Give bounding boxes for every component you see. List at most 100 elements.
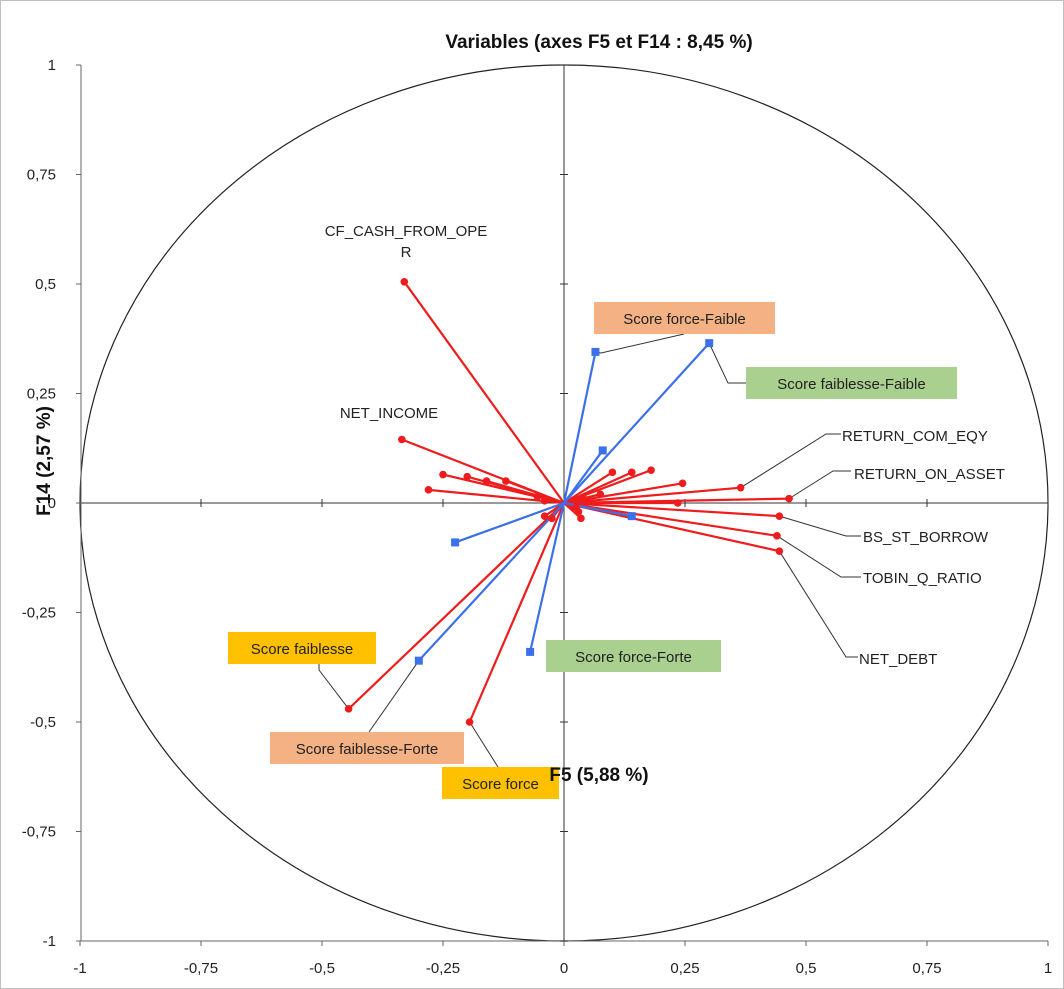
x-tick-label: -0,25 — [426, 960, 460, 977]
label-line: BS_ST_BORROW — [863, 529, 989, 546]
active-variable-point — [627, 468, 636, 477]
label-bs-st-borrow: BS_ST_BORROW — [863, 529, 989, 546]
tag-box-score-force-forte — [546, 640, 721, 672]
supplementary-variable-point — [414, 656, 423, 665]
supplementary-variable-point — [598, 446, 607, 455]
active-variable-point — [548, 514, 556, 523]
x-tick-label: 0,75 — [912, 960, 941, 977]
active-variable-vector — [505, 480, 565, 505]
active-variable-vector — [403, 281, 565, 504]
supplementary-variable-point — [591, 347, 600, 356]
y-tick-label: -0,25 — [22, 605, 56, 622]
active-variable-point — [673, 499, 682, 507]
active-variable-vector — [563, 471, 613, 504]
label-line: TOBIN_Q_RATIO — [863, 570, 982, 587]
supplementary-variable-vector — [563, 449, 604, 504]
label-return-on-asset: RETURN_ON_ASSET — [854, 466, 1005, 483]
tag-label-score-force-forte: Score force-Forte — [575, 649, 692, 666]
active-variable-point — [608, 468, 617, 477]
y-tick-label: -0,75 — [22, 824, 56, 841]
y-tick-label: 0,75 — [27, 167, 56, 184]
supplementary-variable-point — [526, 647, 535, 656]
supplementary-variable-vector — [417, 502, 565, 662]
label-line: NET_DEBT — [859, 651, 937, 668]
x-axis-title: F5 (5,88 %) — [549, 765, 648, 786]
active-variable-point — [502, 477, 510, 485]
active-variable-point — [736, 483, 745, 492]
active-variable-point — [577, 514, 585, 523]
chart-title: Variables (axes F5 et F14 : 8,45 %) — [445, 32, 752, 53]
label-line: RETURN_COM_EQY — [842, 428, 988, 445]
label-line: CF_CASH_FROM_OPE — [325, 223, 488, 240]
active-variable-point — [540, 497, 549, 505]
active-variable-point — [678, 479, 687, 488]
leader-line — [708, 342, 746, 384]
active-variable-point — [482, 477, 491, 485]
x-tick-label: 0 — [560, 960, 568, 977]
active-variable-point — [540, 512, 549, 520]
active-variable-vector — [468, 502, 566, 723]
supplementary-variable-vector — [563, 342, 711, 504]
leader-line — [788, 470, 851, 500]
active-variable-point — [533, 492, 542, 501]
label-tobin-q-ratio: TOBIN_Q_RATIO — [863, 570, 982, 587]
active-variable-point — [647, 466, 655, 474]
x-tick-label: -0,75 — [184, 960, 218, 977]
tag-label-score-faiblesse: Score faiblesse — [251, 641, 354, 658]
label-line: R — [401, 244, 412, 261]
active-variable-point — [775, 512, 784, 520]
supplementary-variable-vector — [454, 501, 565, 544]
active-variable-point — [344, 705, 353, 713]
leader-line — [469, 721, 499, 768]
active-variable-point — [574, 507, 583, 516]
x-tick-label: 0,25 — [670, 960, 699, 977]
tag-box-score-force-faible — [594, 302, 775, 334]
label-return-com-eqy: RETURN_COM_EQY — [842, 428, 988, 445]
x-tick-label: 0,5 — [796, 960, 817, 977]
leader-line — [776, 535, 861, 578]
label-cf-cash: CF_CASH_FROM_OPE R — [325, 223, 488, 261]
active-variable-point — [398, 435, 406, 444]
active-variable-point — [596, 490, 605, 499]
supplementary-variable-point — [705, 339, 714, 348]
leader-line — [740, 433, 841, 489]
y-tick-label: 0 — [48, 495, 56, 512]
label-net-income: NET_INCOME — [340, 405, 438, 422]
active-variable-point — [773, 532, 781, 540]
leader-line — [318, 664, 350, 710]
supplementary-variable-vector — [529, 502, 566, 653]
active-variable-vector — [563, 501, 780, 518]
tag-box-score-faiblesse-faible — [746, 367, 957, 399]
active-variable-vector — [563, 501, 778, 537]
tag-label-score-faiblesse-faible: Score faiblesse-Faible — [777, 376, 925, 393]
x-tick-label: 1 — [1044, 960, 1052, 977]
tag-box-score-force — [442, 767, 559, 799]
tag-box-score-faiblesse-forte — [270, 732, 464, 764]
x-tick-label: -0,5 — [309, 960, 335, 977]
active-variable-point — [400, 278, 409, 286]
tag-box-score-faiblesse — [228, 632, 376, 664]
supplementary-variable-point — [451, 538, 460, 547]
active-variable-point — [785, 494, 793, 503]
y-tick-label: 0,25 — [27, 386, 56, 403]
active-variable-vector — [563, 469, 652, 505]
label-line: RETURN_ON_ASSET — [854, 466, 1005, 483]
active-variable-vector — [563, 486, 741, 505]
supplementary-variable-point — [627, 512, 636, 521]
label-line: NET_INCOME — [340, 405, 438, 422]
tag-label-score-faiblesse-forte: Score faiblesse-Forte — [296, 741, 439, 758]
active-variable-vector — [563, 502, 582, 520]
tag-label-score-force-faible: Score force-Faible — [623, 311, 746, 328]
leader-line — [778, 550, 858, 658]
active-variable-point — [465, 718, 474, 726]
supplementary-variable-vector — [562, 351, 597, 504]
tag-label-score-force: Score force — [462, 776, 539, 793]
x-tick-label: -1 — [73, 960, 86, 977]
active-variable-point — [463, 472, 472, 481]
leader-line — [595, 333, 685, 354]
active-variable-point — [775, 547, 784, 555]
y-axis-title: F14 (2,57 %) — [34, 406, 55, 516]
active-variable-point — [439, 470, 447, 479]
